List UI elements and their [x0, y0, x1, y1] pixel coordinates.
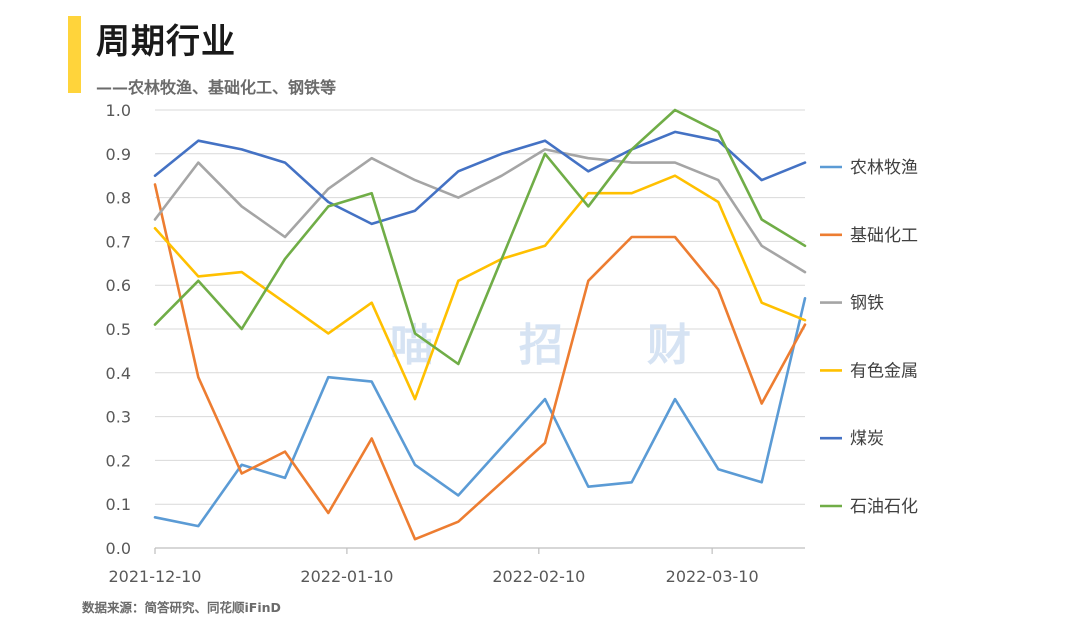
- watermark: 喵招财: [390, 320, 691, 371]
- legend-label: 有色金属: [850, 361, 918, 381]
- data-source-note: 数据来源：简答研究、同花顺iFinD: [82, 600, 281, 615]
- y-tick-label: 0.9: [106, 145, 131, 164]
- y-tick-label: 0.7: [106, 232, 131, 251]
- series-line: [153, 183, 807, 541]
- page-subtitle: ——农林牧渔、基础化工、钢铁等: [96, 78, 337, 97]
- y-axis: 0.0 0.1 0.2 0.3 0.4 0.5 0.6 0.7 0.8 0.9 1.0: [106, 101, 131, 558]
- legend-label: 农林牧渔: [850, 158, 918, 178]
- legend-label: 石油石化: [850, 497, 918, 517]
- page-title: 周期行业: [96, 22, 236, 62]
- y-tick-label: 0.6: [106, 276, 131, 295]
- y-tick-label: 0.0: [106, 539, 131, 558]
- legend-label: 钢铁: [850, 294, 884, 314]
- x-tick-label: 2022-03-10: [666, 567, 759, 586]
- legend-label: 基础化工: [850, 226, 918, 246]
- series-line: [153, 130, 807, 226]
- x-tick-label: 2022-01-10: [300, 567, 393, 586]
- y-tick-label: 0.4: [106, 364, 131, 383]
- watermark-char: 财: [647, 320, 691, 371]
- series-line: [153, 108, 807, 366]
- title-accent-bar: [68, 16, 81, 93]
- y-tick-label: 0.5: [106, 320, 131, 339]
- series-line: [153, 148, 807, 274]
- watermark-char: 招: [519, 320, 563, 371]
- chart-series-lines: [153, 108, 807, 541]
- y-tick-label: 0.2: [106, 451, 131, 470]
- y-tick-label: 0.3: [106, 408, 131, 427]
- x-tick-label: 2021-12-10: [109, 567, 202, 586]
- x-tick-label: 2022-02-10: [492, 567, 585, 586]
- legend-label: 煤炭: [850, 429, 884, 449]
- series-line: [153, 174, 807, 401]
- series-line: [153, 296, 807, 528]
- y-tick-label: 0.1: [106, 495, 131, 514]
- chart-gridlines: [155, 109, 805, 505]
- x-axis: 2021-12-10 2022-01-10 2022-02-10 2022-03-10: [109, 547, 805, 586]
- y-tick-label: 0.8: [106, 189, 131, 208]
- y-tick-label: 1.0: [106, 101, 131, 120]
